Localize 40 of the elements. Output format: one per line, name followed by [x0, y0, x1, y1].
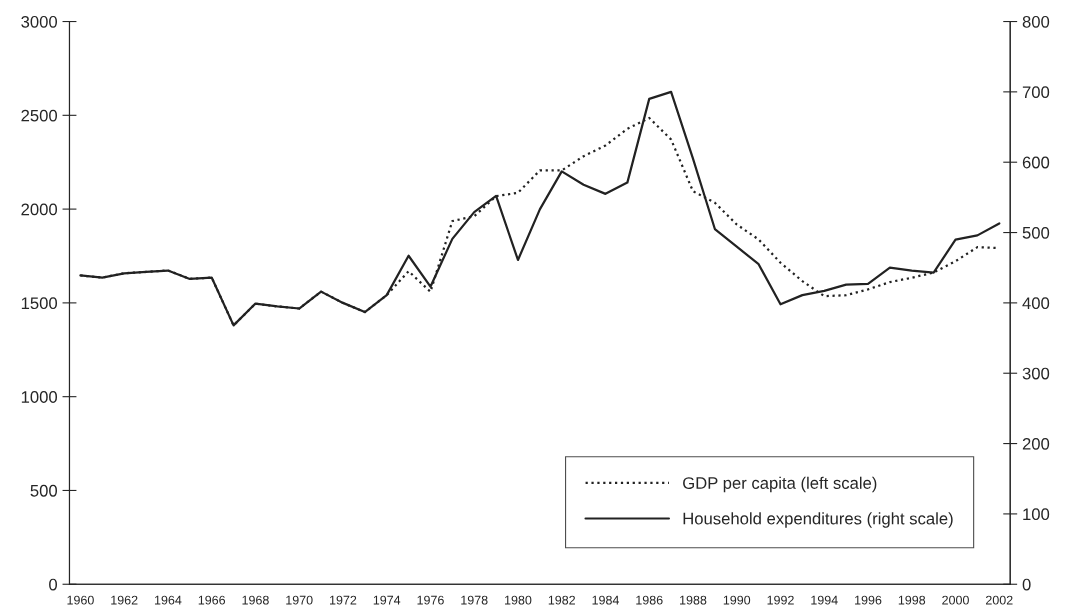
x-tick-label: 1968 — [242, 595, 269, 605]
legend-label: GDP per capita (left scale) — [683, 476, 877, 493]
y2-tick-label: 300 — [1022, 367, 1050, 380]
x-tick-label: 1990 — [723, 595, 751, 605]
y2-tick-label: 400 — [1022, 297, 1050, 310]
x-tick-label: 1966 — [198, 595, 226, 605]
x-tick-label: 2002 — [985, 595, 1013, 605]
y-tick-label: 1500 — [21, 297, 58, 310]
y2-tick-label: 700 — [1022, 86, 1050, 99]
y-tick-label: 2500 — [21, 109, 58, 122]
x-tick-label: 1994 — [811, 595, 838, 605]
x-tick-label: 1996 — [855, 595, 882, 605]
y-tick-label: 2000 — [21, 203, 58, 216]
x-tick-label: 1980 — [505, 595, 532, 605]
x-tick-label: 1964 — [154, 595, 182, 605]
x-tick-label: 1986 — [636, 595, 663, 605]
x-tick-label: 1962 — [111, 595, 138, 605]
x-tick-label: 1988 — [680, 595, 707, 605]
y-tick-label: 500 — [30, 484, 58, 497]
x-tick-label: 1992 — [767, 595, 794, 605]
x-tick-label: 1976 — [417, 595, 444, 605]
y2-tick-label: 500 — [1022, 226, 1050, 239]
x-tick-label: 1998 — [898, 595, 926, 605]
y2-tick-label: 800 — [1022, 15, 1050, 28]
y2-tick-label: 100 — [1023, 508, 1050, 521]
x-tick-label: 1972 — [330, 595, 357, 605]
y2-tick-label: 200 — [1022, 437, 1050, 450]
y-tick-label: 3000 — [21, 15, 58, 28]
x-tick-label: 1960 — [67, 595, 94, 605]
x-tick-label: 1974 — [373, 595, 401, 605]
y2-tick-label: 0 — [1022, 578, 1031, 591]
x-tick-label: 1970 — [286, 595, 313, 605]
x-tick-label: 1978 — [461, 595, 488, 605]
x-tick-label: 1982 — [548, 595, 575, 605]
x-tick-label: 1984 — [592, 595, 620, 605]
y-tick-label: 1000 — [21, 391, 58, 403]
x-tick-label: 2000 — [942, 595, 969, 605]
y-tick-label: 0 — [49, 578, 58, 591]
legend-label: Household expenditures (right scale) — [683, 512, 953, 528]
y2-tick-label: 600 — [1022, 156, 1050, 169]
